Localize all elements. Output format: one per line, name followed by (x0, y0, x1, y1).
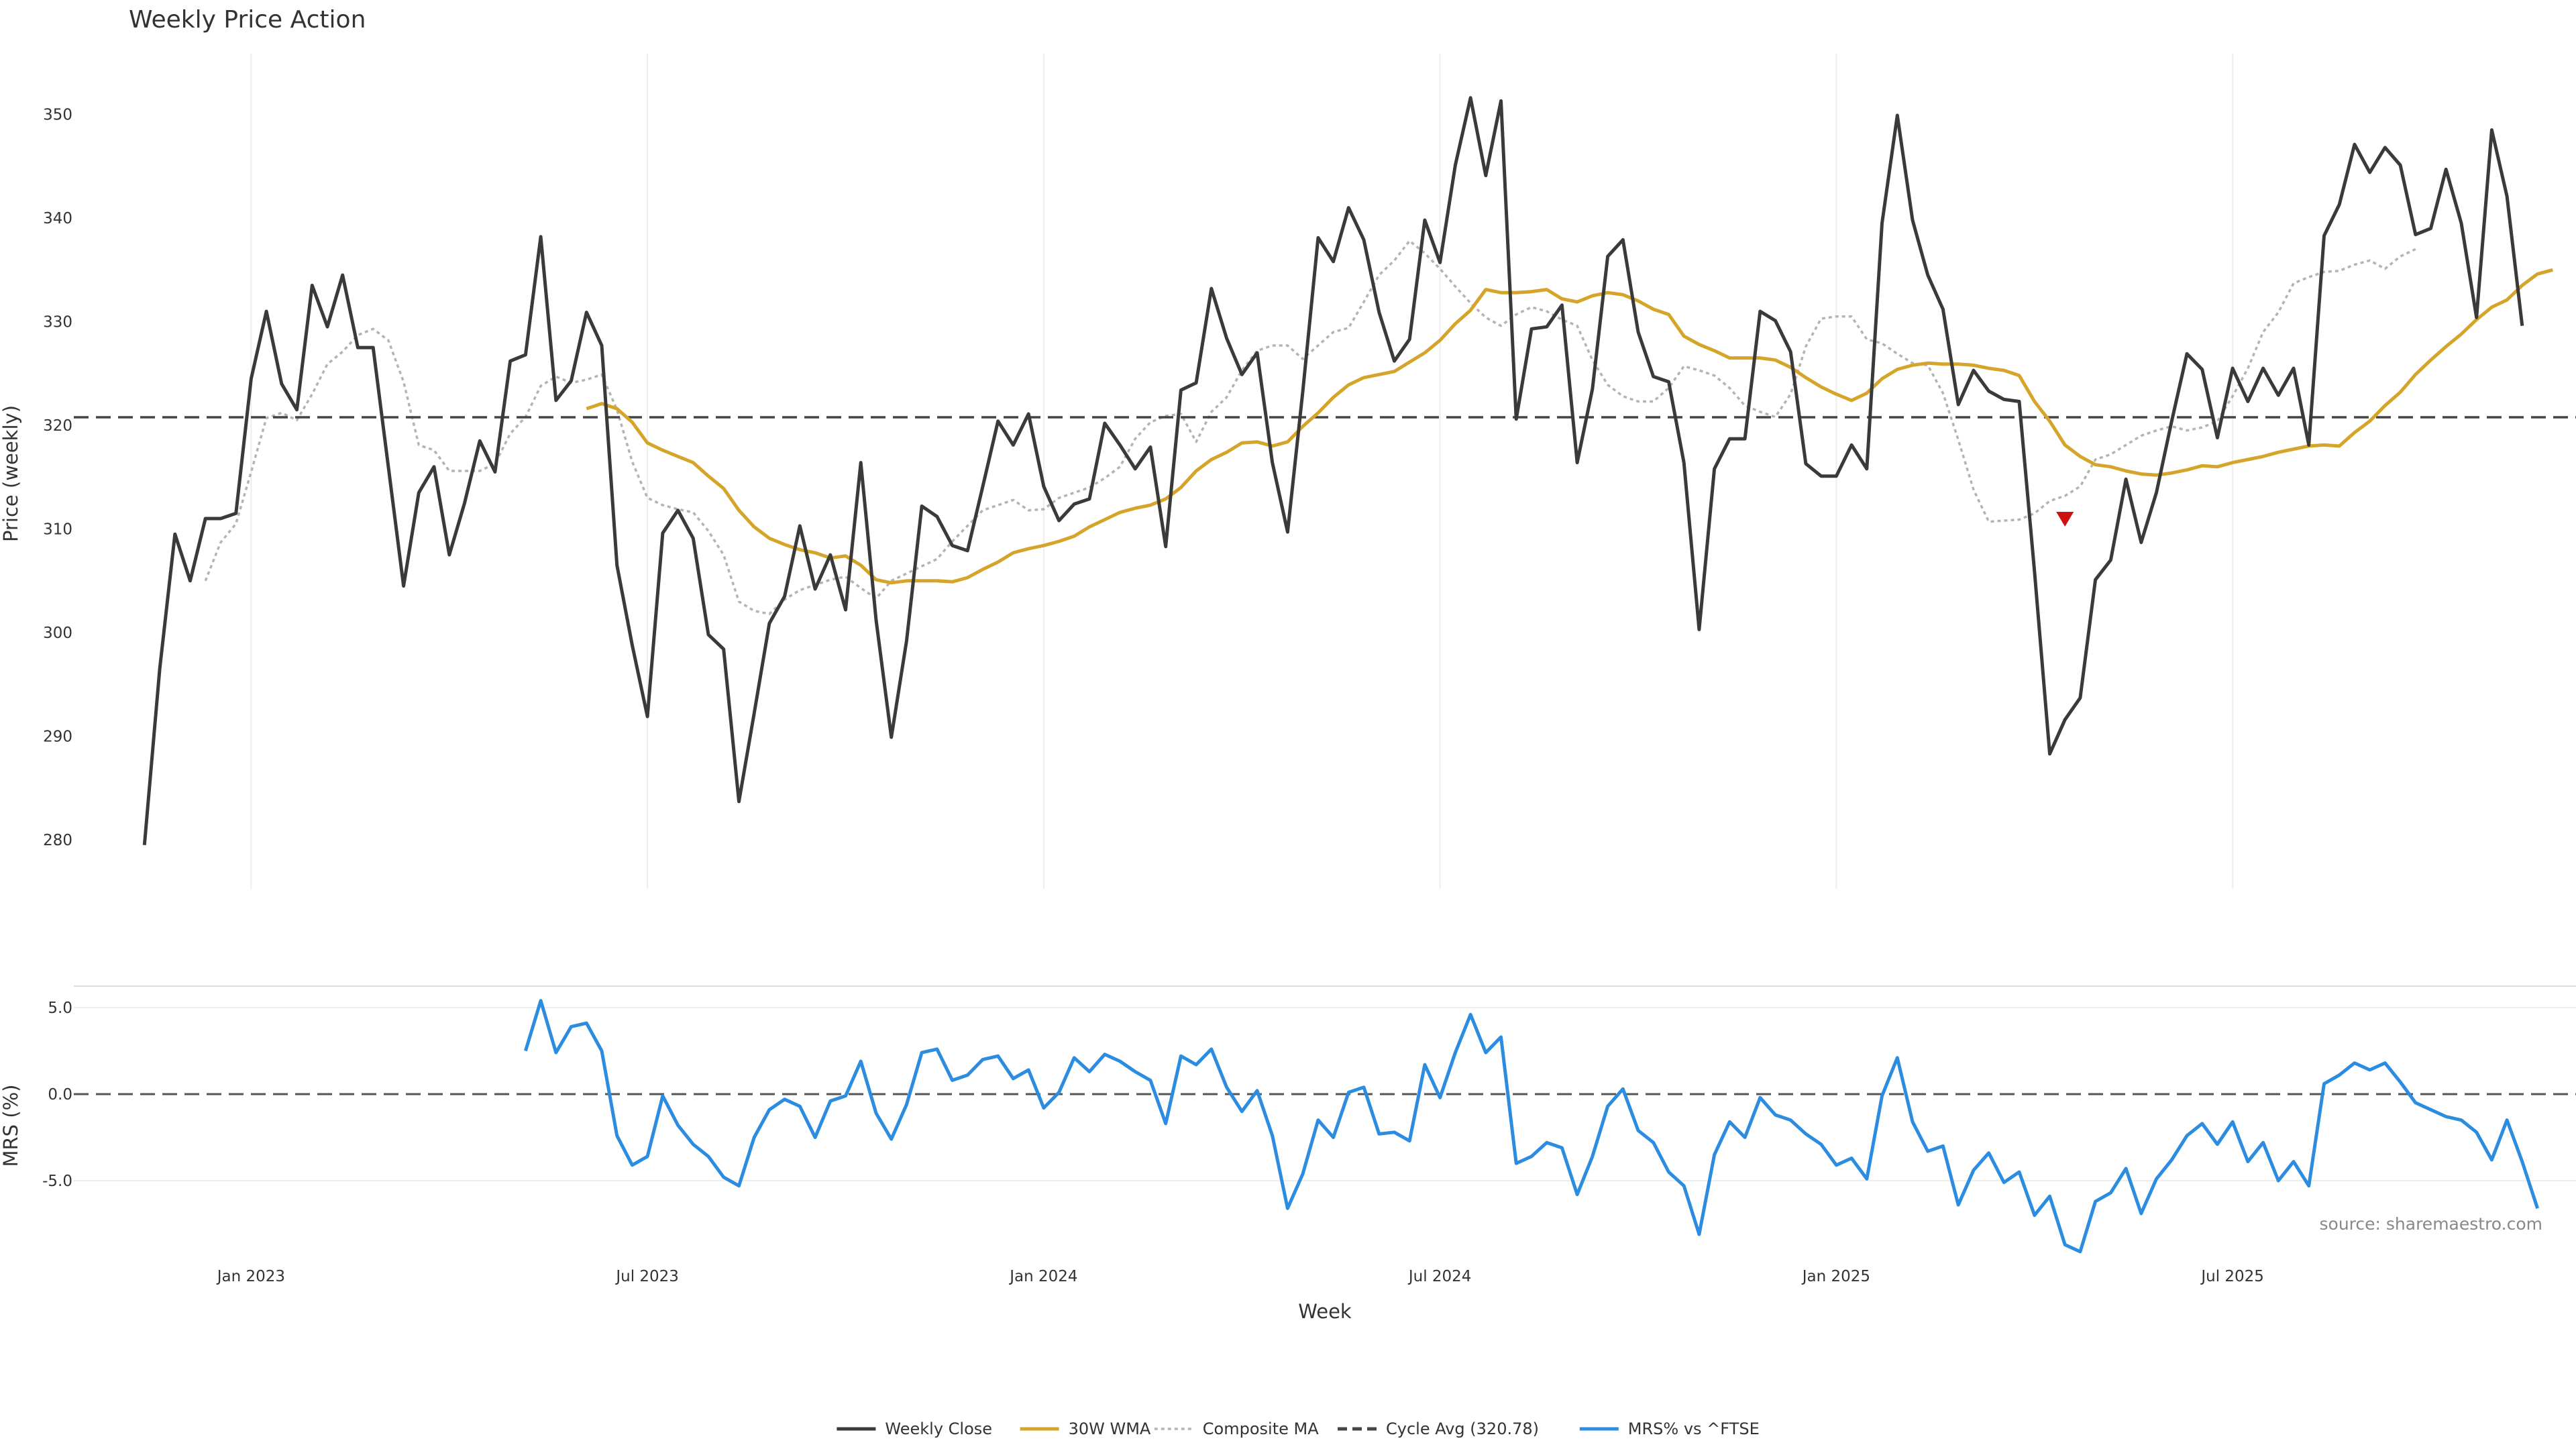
x-axis-label: Week (1298, 1300, 1352, 1323)
price-y-tick-label: 340 (43, 210, 72, 227)
legend-label: Cycle Avg (320.78) (1386, 1419, 1539, 1438)
price-y-tick-label: 300 (43, 625, 72, 642)
mrs-line (524, 999, 2539, 1254)
mrs-series-group (74, 999, 2576, 1254)
legend: Weekly Close 30W WMA Composite MA Cycle Avg… (837, 1419, 1760, 1438)
weekly-close-line (142, 96, 2524, 845)
source-note: source: sharemaestro.com (2320, 1214, 2543, 1234)
price-y-axis-label: Price (weekly) (0, 405, 22, 542)
price-panel: 280 290 300 310 320 330 340 350 Price (weekly) (0, 54, 2576, 889)
price-y-tick-label: 350 (43, 107, 72, 124)
legend-label: 30W WMA (1069, 1419, 1151, 1438)
signal-marker (2056, 512, 2074, 527)
legend-label: Weekly Close (885, 1419, 992, 1438)
price-y-tick-label: 320 (43, 417, 72, 435)
price-y-tick-label: 290 (43, 729, 72, 746)
mrs-y-tick-label: 5.0 (48, 1000, 72, 1017)
x-axis: Jan 2023 Jul 2023 Jan 2024 Jul 2024 Jan 2025… (216, 1268, 2264, 1285)
price-y-tick-label: 330 (43, 314, 72, 331)
price-y-tick-label: 280 (43, 832, 72, 849)
chart-title: Weekly Price Action (129, 6, 366, 34)
mrs-y-tick-label: -5.0 (42, 1173, 72, 1190)
x-tick-label: Jan 2025 (1801, 1268, 1870, 1285)
wma-30w-line (586, 268, 2553, 585)
x-tick-label: Jul 2024 (1407, 1268, 1472, 1285)
price-series-group (74, 96, 2576, 845)
mrs-y-axis: 5.0 0.0 -5.0 (42, 1000, 2576, 1190)
price-y-axis: 280 290 300 310 320 330 340 350 (43, 107, 72, 850)
price-y-tick-label: 310 (43, 521, 72, 539)
x-tick-label: Jan 2024 (1008, 1268, 1077, 1285)
mrs-y-tick-label: 0.0 (48, 1086, 72, 1104)
x-tick-label: Jul 2023 (614, 1268, 679, 1285)
composite-ma-line (204, 239, 2416, 615)
mrs-panel: 5.0 0.0 -5.0 MRS (%) source: sharemaestro.… (0, 985, 2576, 1254)
x-tick-label: Jul 2025 (2200, 1268, 2264, 1285)
legend-label: MRS% vs ^FTSE (1628, 1419, 1760, 1438)
mrs-y-axis-label: MRS (%) (0, 1085, 22, 1167)
price-vertical-grid (250, 54, 2234, 889)
legend-label: Composite MA (1203, 1419, 1319, 1438)
x-tick-label: Jan 2023 (216, 1268, 285, 1285)
